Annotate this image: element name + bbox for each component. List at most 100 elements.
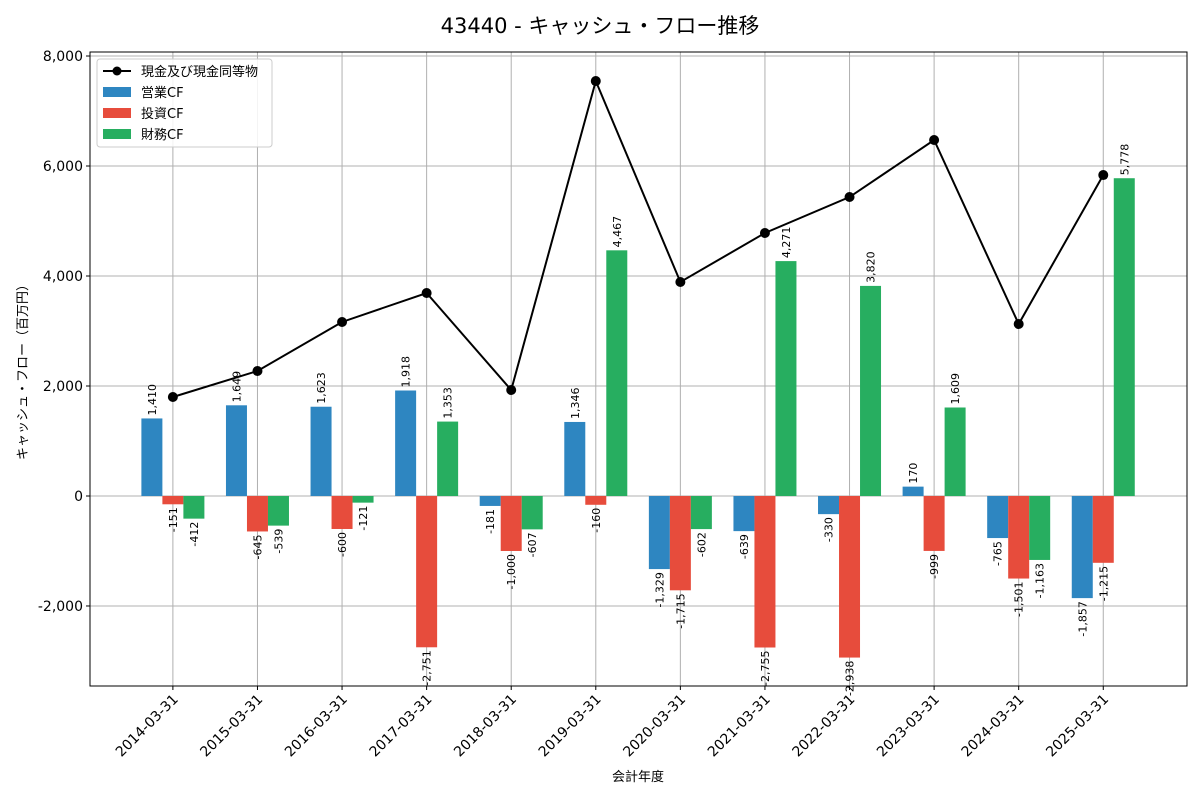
x-tick-label: 2024-03-31 [959, 692, 1028, 761]
bar-投資CF [331, 495, 353, 529]
bar-投資CF [923, 495, 945, 551]
legend-marker-icon [112, 66, 122, 76]
x-tick-label: 2025-03-31 [1043, 692, 1112, 761]
bar-投資CF [246, 495, 268, 532]
bar-投資CF [1092, 495, 1114, 563]
bar-財務CF [1029, 495, 1051, 560]
bar-財務CF [606, 250, 628, 496]
bar-value-label: -412 [188, 522, 201, 547]
bar-value-label: 1,346 [569, 387, 582, 419]
legend-label: 営業CF [141, 85, 184, 101]
bar-投資CF [585, 495, 607, 505]
cash-point [929, 134, 940, 145]
cash-line [172, 77, 1105, 398]
x-tick-label: 2023-03-31 [874, 692, 943, 761]
bar-投資CF [754, 495, 776, 648]
bar-営業CF [141, 418, 163, 496]
bar-value-label: 3,820 [865, 251, 878, 283]
bar-営業CF [225, 405, 247, 496]
cash-point [1098, 170, 1109, 181]
legend-label: 現金及び現金同等物 [141, 64, 258, 80]
bar-営業CF [479, 495, 501, 506]
x-tick-label: 2017-03-31 [367, 692, 436, 761]
bar-value-label: -765 [992, 541, 1005, 566]
bar-value-label: -1,501 [1013, 582, 1026, 617]
cash-point [506, 385, 517, 396]
chart-title: 43440 - キャッシュ・フロー推移 [441, 14, 760, 38]
x-tick-label: 2014-03-31 [113, 692, 182, 761]
bar-value-label: 1,609 [949, 373, 962, 405]
y-tick-label: 2,000 [43, 379, 83, 395]
legend-label: 投資CF [141, 106, 184, 122]
bar-value-label: 4,271 [780, 227, 793, 259]
bar-投資CF [162, 495, 184, 505]
bar-value-label: -645 [251, 534, 264, 559]
bar-value-label: -1,857 [1076, 601, 1089, 636]
legend-box [96, 58, 273, 148]
cash-point [167, 391, 178, 402]
bar-value-label: 1,918 [400, 356, 413, 388]
bar-財務CF [690, 495, 712, 530]
bar-投資CF [1008, 495, 1030, 579]
y-tick-label: 8,000 [43, 49, 83, 65]
cash-point [421, 287, 432, 298]
bar-営業CF [733, 495, 755, 532]
bar-財務CF [437, 421, 459, 496]
bar-投資CF [500, 495, 522, 551]
bar-value-label: -999 [928, 554, 941, 579]
bar-財務CF [860, 285, 882, 496]
cash-point [252, 365, 263, 376]
x-tick-label: 2019-03-31 [536, 692, 605, 761]
cash-point [1013, 319, 1024, 330]
bar-value-label: -121 [357, 506, 370, 531]
bar-営業CF [395, 390, 417, 496]
plot-frame [89, 51, 1188, 687]
cash-point [590, 76, 601, 87]
bar-value-label: -639 [738, 534, 751, 559]
bar-財務CF [1113, 178, 1135, 496]
y-axis-label: キャッシュ・フロー（百万円） [16, 278, 31, 460]
bar-投資CF [839, 495, 861, 658]
bar-value-label: -1,329 [653, 572, 666, 607]
y-tick-label: 6,000 [43, 159, 83, 175]
y-tick-label: 4,000 [43, 269, 83, 285]
bar-財務CF [183, 495, 205, 519]
bar-value-label: -151 [167, 507, 180, 532]
x-axis-label: 会計年度 [612, 769, 664, 785]
cash-point [337, 316, 348, 327]
bar-value-label: -600 [336, 532, 349, 557]
legend-label: 財務CF [141, 128, 184, 143]
bar-value-label: 4,467 [611, 216, 624, 248]
bar-財務CF [521, 495, 543, 530]
bar-value-label: -1,215 [1097, 566, 1110, 601]
x-tick-label: 2021-03-31 [705, 692, 774, 761]
bar-value-label: 1,623 [315, 372, 328, 404]
legend-swatch-icon [103, 87, 131, 97]
bar-value-label: -1,715 [674, 593, 687, 628]
bar-value-label: -181 [484, 509, 497, 534]
bar-営業CF [818, 495, 840, 515]
x-tick-label: 2020-03-31 [620, 692, 689, 761]
bar-value-label: -2,938 [844, 661, 857, 696]
x-tick-label: 2015-03-31 [197, 692, 266, 761]
cash-point [675, 276, 686, 287]
bar-投資CF [416, 495, 438, 648]
bar-value-label: -539 [272, 529, 285, 554]
bar-営業CF [310, 406, 332, 496]
bar-営業CF [564, 421, 586, 496]
bar-営業CF [987, 495, 1009, 539]
y-tick-label: -2,000 [38, 599, 83, 615]
bar-value-label: -1,000 [505, 554, 518, 589]
bar-財務CF [775, 261, 797, 496]
bar-value-label: -160 [590, 508, 603, 533]
bar-value-label: -2,755 [759, 651, 772, 686]
y-tick-label: 0 [74, 489, 83, 505]
bar-value-label: 170 [907, 463, 920, 484]
bar-営業CF [648, 495, 670, 570]
bar-value-label: -607 [526, 532, 539, 557]
cash-point [759, 227, 770, 238]
x-tick-label: 2022-03-31 [790, 692, 859, 761]
bar-value-label: -1,163 [1034, 563, 1047, 598]
